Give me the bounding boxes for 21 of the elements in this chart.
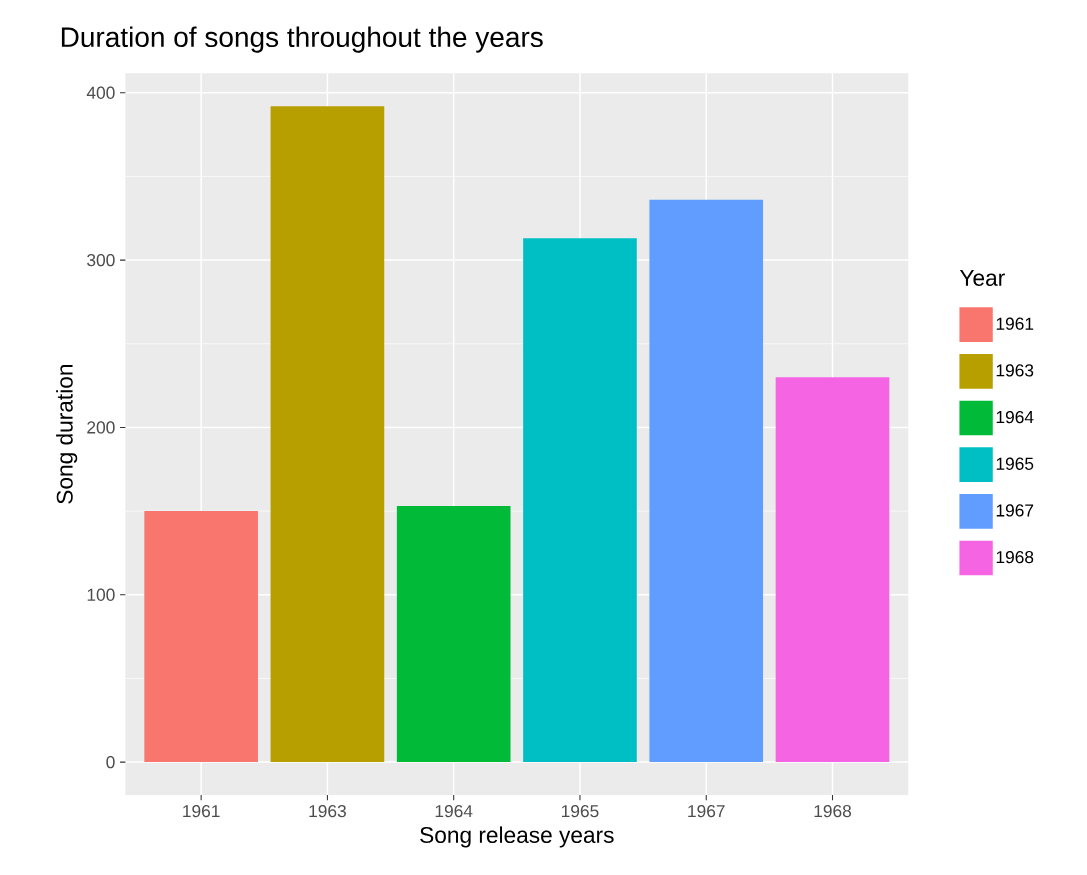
y-tick-label: 0 bbox=[106, 755, 115, 769]
legend-label: 1961 bbox=[996, 317, 1034, 330]
y-axis-title: Song duration bbox=[56, 365, 78, 504]
legend-label: 1964 bbox=[996, 410, 1034, 424]
legend-label: 1965 bbox=[996, 457, 1034, 470]
x-axis-title: Song release years bbox=[420, 826, 614, 848]
chart-title: Duration of songs throughout the years bbox=[61, 26, 543, 53]
x-tick-label: 1961 bbox=[183, 804, 220, 818]
x-tick-label: 1965 bbox=[561, 804, 599, 818]
x-tick-label: 1967 bbox=[688, 804, 725, 818]
y-tick-label: 400 bbox=[86, 86, 115, 99]
legend-label: 1963 bbox=[996, 364, 1034, 377]
y-tick-label: 100 bbox=[87, 588, 115, 601]
legend-label: 1967 bbox=[996, 504, 1034, 517]
y-tick-label: 200 bbox=[87, 421, 115, 434]
x-tick-label: 1968 bbox=[814, 804, 852, 818]
legend-label: 1968 bbox=[996, 551, 1034, 564]
legend-title: Year bbox=[959, 270, 1005, 286]
x-tick-label: 1964 bbox=[435, 804, 473, 818]
x-tick-label: 1963 bbox=[309, 804, 346, 818]
y-tick-label: 300 bbox=[87, 253, 115, 267]
